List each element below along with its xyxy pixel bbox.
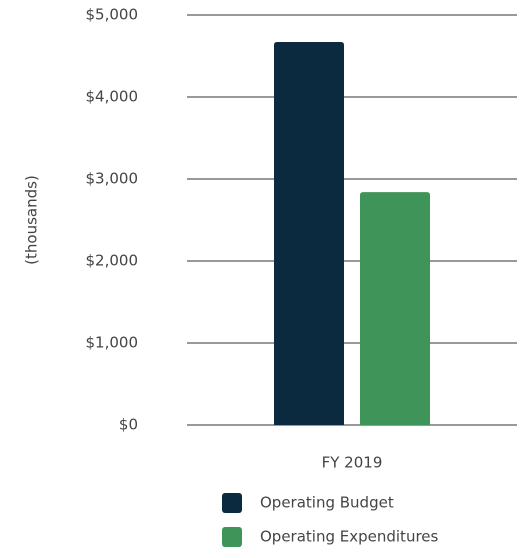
y-tick-label: $0: [119, 416, 138, 434]
legend-label: Operating Budget: [260, 494, 394, 512]
bar: [274, 42, 344, 426]
y-tick-label: $4,000: [86, 88, 139, 106]
bar: [360, 192, 430, 425]
y-axis-label: (thousands): [23, 175, 41, 265]
legend-swatch: [222, 527, 242, 547]
y-tick-label: $1,000: [86, 334, 139, 352]
legend-swatch: [222, 493, 242, 513]
legend-label: Operating Expenditures: [260, 528, 439, 546]
x-tick-label: FY 2019: [322, 454, 383, 472]
y-tick-label: $3,000: [86, 170, 139, 188]
y-tick-label: $2,000: [86, 252, 139, 270]
y-tick-label: $5,000: [86, 6, 139, 24]
